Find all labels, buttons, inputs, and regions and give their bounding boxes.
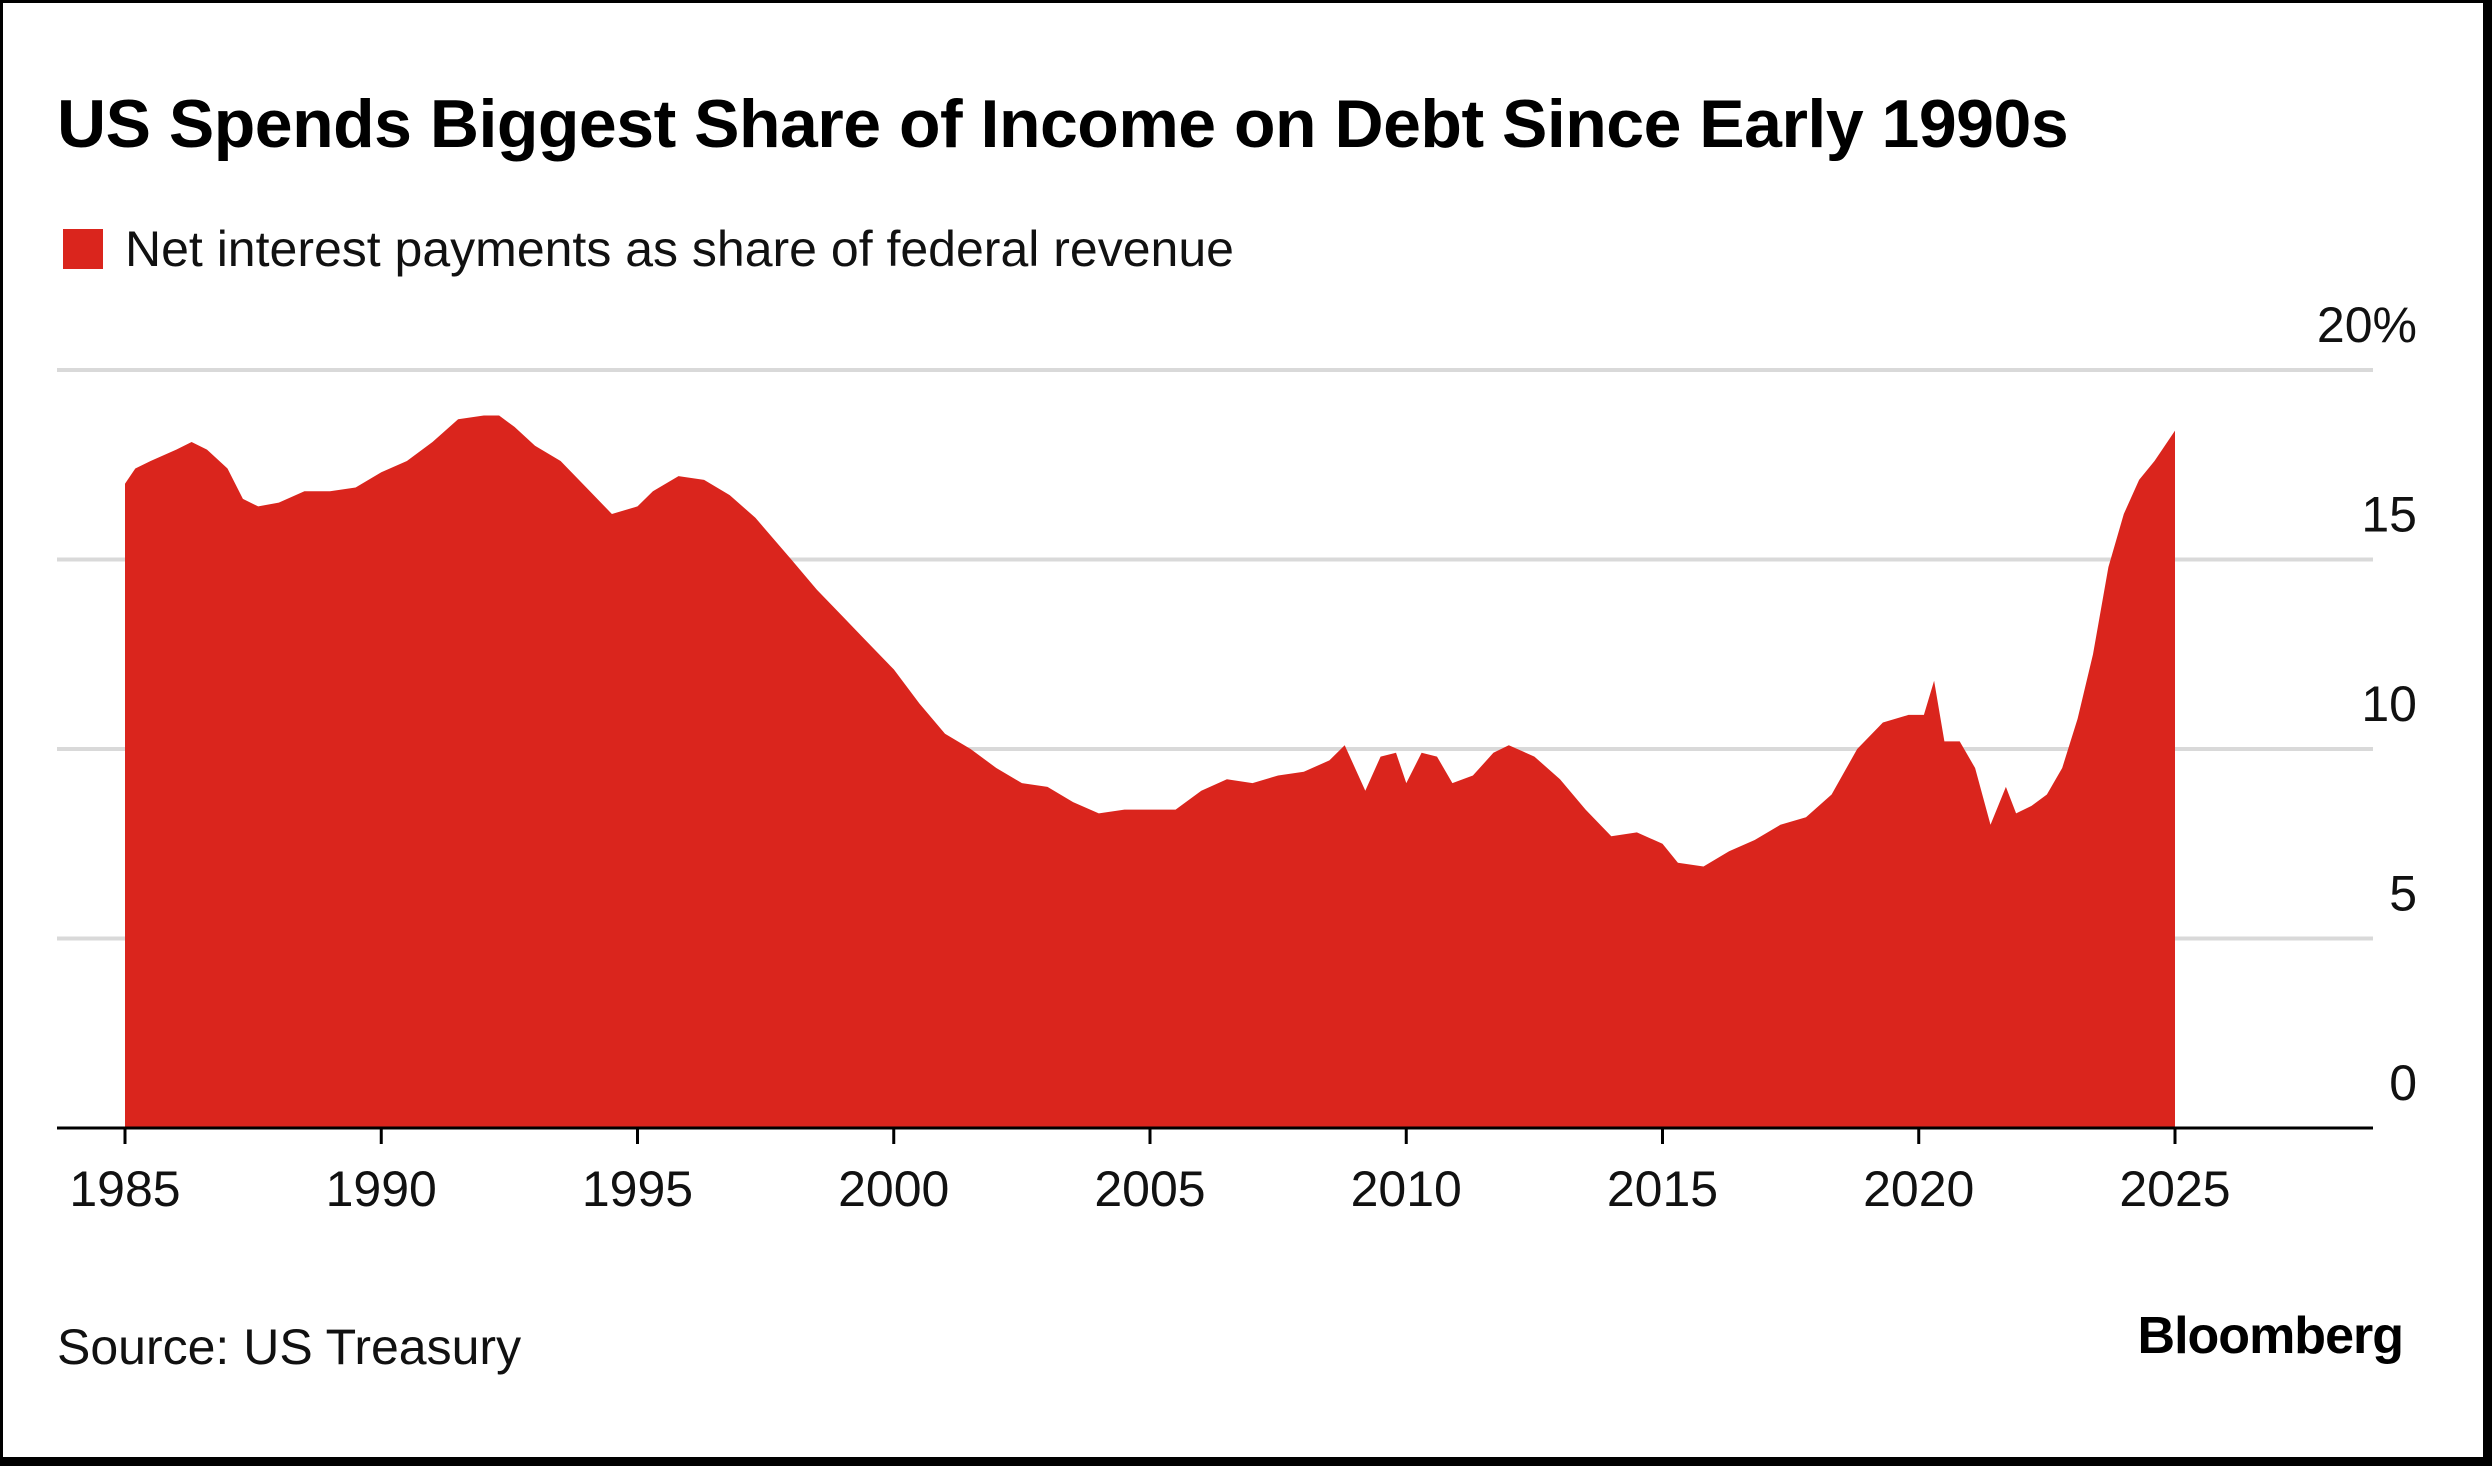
- x-tick-label-2020: 2020: [1863, 1161, 1974, 1217]
- chart-legend: Net interest payments as share of federa…: [63, 219, 1234, 279]
- series-area-0: [125, 415, 2175, 1128]
- series-area-layer: [125, 415, 2175, 1128]
- x-tick-label-2025: 2025: [2119, 1161, 2230, 1217]
- chart-card: US Spends Biggest Share of Income on Deb…: [3, 3, 2483, 1457]
- y-tick-label-15: 15: [2361, 487, 2417, 543]
- legend-label: Net interest payments as share of federa…: [125, 221, 1234, 277]
- x-axis: [57, 1126, 2373, 1144]
- x-tick-label-2005: 2005: [1094, 1161, 1205, 1217]
- y-tick-label-0: 0: [2389, 1055, 2417, 1111]
- y-axis-tick-labels: 0 5 10 15 20%: [2317, 297, 2417, 1111]
- source-note: Source: US Treasury: [57, 1319, 522, 1375]
- x-tick-label-2015: 2015: [1607, 1161, 1718, 1217]
- x-tick-label-2010: 2010: [1351, 1161, 1462, 1217]
- x-axis-tick-labels: 1985 1990 1995 2000 2005 2010 2015 2020 2025: [69, 1161, 2230, 1217]
- bloomberg-logo: Bloomberg: [2137, 1307, 2404, 1365]
- x-tick-label-1990: 1990: [326, 1161, 437, 1217]
- y-tick-label-5: 5: [2389, 866, 2417, 922]
- x-tick-label-1985: 1985: [69, 1161, 180, 1217]
- x-tick-label-2000: 2000: [838, 1161, 949, 1217]
- x-tick-label-1995: 1995: [582, 1161, 693, 1217]
- legend-swatch: [63, 229, 103, 269]
- chart-title: US Spends Biggest Share of Income on Deb…: [57, 86, 2069, 162]
- area-chart: 0 5 10 15 20% 1985 1990 1995 2000 2005 2010 2015 20…: [57, 297, 2417, 1217]
- y-tick-label-10: 10: [2361, 676, 2417, 732]
- y-tick-label-20: 20%: [2317, 297, 2417, 353]
